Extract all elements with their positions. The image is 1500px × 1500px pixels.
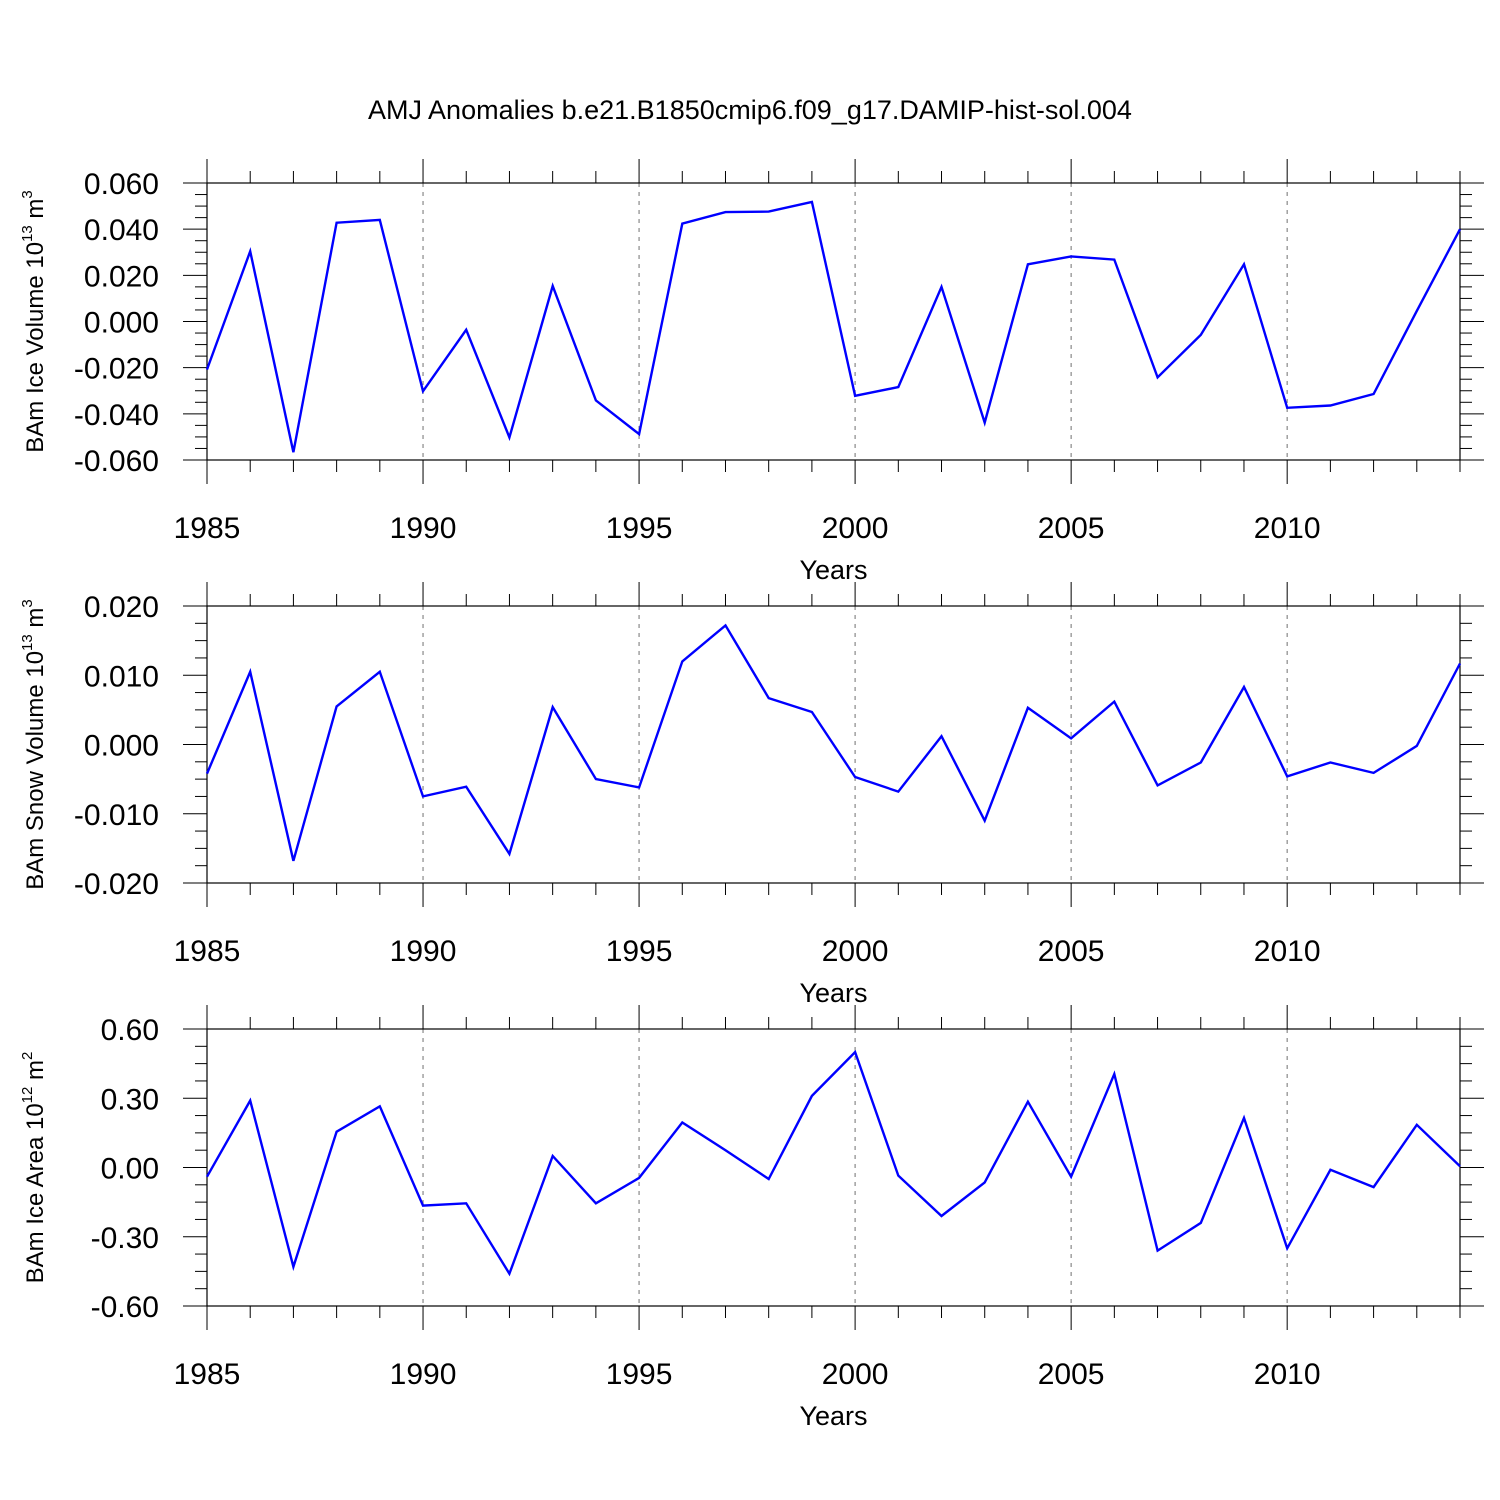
y-axis-label: BAm Ice Volume 1013 m3 bbox=[19, 190, 49, 452]
series-line bbox=[205, 200, 1462, 453]
x-tick-label: 2005 bbox=[1038, 1358, 1105, 1391]
x-tick-label: 2010 bbox=[1254, 512, 1321, 545]
panel-1: 0.060 0.040 0.020 0.000 -0.020 -0.040 -0.060 19… bbox=[19, 159, 1484, 585]
x-tick-label: 2000 bbox=[822, 935, 889, 968]
y-tick-label: -0.60 bbox=[91, 1291, 159, 1324]
y-tick-label: 0.060 bbox=[84, 168, 159, 201]
y-tick-label: 0.040 bbox=[84, 214, 159, 247]
y-tick-label: -0.010 bbox=[74, 799, 159, 832]
y-tick-label: -0.30 bbox=[91, 1222, 159, 1255]
y-tick-label: 0.00 bbox=[101, 1153, 159, 1186]
x-tick-label: 1995 bbox=[606, 512, 673, 545]
y-tick-label: -0.060 bbox=[74, 445, 159, 478]
plot-frame bbox=[206, 1028, 1461, 1307]
y-tick-label: 0.60 bbox=[101, 1014, 159, 1047]
plot-frame bbox=[206, 182, 1461, 461]
x-tick-label: 1995 bbox=[606, 1358, 673, 1391]
x-tick-label: 1985 bbox=[174, 512, 241, 545]
x-tick-label: 2005 bbox=[1038, 935, 1105, 968]
x-tick-label: 1990 bbox=[390, 1358, 457, 1391]
panels: 0.060 0.040 0.020 0.000 -0.020 -0.040 -0.060 19… bbox=[19, 159, 1484, 1431]
x-axis-label: Years bbox=[799, 978, 867, 1008]
x-tick-label: 2010 bbox=[1254, 935, 1321, 968]
y-tick-label: 0.020 bbox=[84, 260, 159, 293]
y-tick-label: -0.020 bbox=[74, 868, 159, 901]
y-tick-label: -0.040 bbox=[74, 399, 159, 432]
y-tick-label: 0.020 bbox=[84, 591, 159, 624]
x-tick-label: 2000 bbox=[822, 512, 889, 545]
panel-2: 0.020 0.010 0.000 -0.010 -0.020 1985 1990 1995 2… bbox=[19, 582, 1484, 1008]
y-tick-label: 0.000 bbox=[84, 307, 159, 340]
x-tick-label: 2005 bbox=[1038, 512, 1105, 545]
y-tick-label: 0.30 bbox=[101, 1083, 159, 1116]
series-line bbox=[205, 1049, 1461, 1277]
x-axis-label: Years bbox=[799, 1401, 867, 1431]
y-axis-label: BAm Snow Volume 1013 m3 bbox=[19, 599, 49, 890]
x-tick-label: 1995 bbox=[606, 935, 673, 968]
x-tick-label: 2000 bbox=[822, 1358, 889, 1391]
y-axis-label: BAm Ice Area 1012 m2 bbox=[19, 1052, 49, 1284]
x-tick-label: 1985 bbox=[174, 1358, 241, 1391]
x-tick-label: 2010 bbox=[1254, 1358, 1321, 1391]
series-line bbox=[205, 623, 1462, 862]
x-tick-label: 1990 bbox=[390, 935, 457, 968]
figure-title: AMJ Anomalies b.e21.B1850cmip6.f09_g17.D… bbox=[368, 95, 1132, 125]
x-axis-label: Years bbox=[799, 555, 867, 585]
y-tick-label: -0.020 bbox=[74, 353, 159, 386]
x-tick-label: 1990 bbox=[390, 512, 457, 545]
y-tick-label: 0.010 bbox=[84, 660, 159, 693]
x-tick-label: 1985 bbox=[174, 935, 241, 968]
panel-3: 0.60 0.30 0.00 -0.30 -0.60 1985 1990 1995 2000 20… bbox=[19, 1005, 1484, 1431]
y-tick-label: 0.000 bbox=[84, 730, 159, 763]
